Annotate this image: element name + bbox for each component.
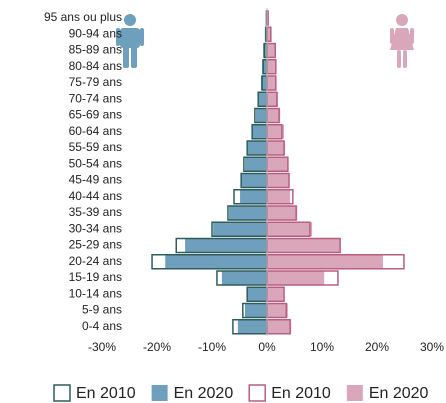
legend-swatch (53, 384, 71, 402)
bar (267, 141, 286, 155)
y-tick-label: 15-19 ans (69, 270, 122, 284)
bar (267, 189, 291, 204)
bar (267, 108, 281, 123)
y-tick-label: 65-69 ans (69, 108, 122, 122)
bar (267, 206, 298, 220)
bar (237, 319, 267, 334)
legend-label: En 2010 (271, 385, 331, 402)
x-tick-label: -20% (143, 340, 171, 354)
legend-label: En 2020 (369, 385, 429, 402)
bar (221, 271, 267, 285)
bar (267, 271, 325, 285)
x-tick-label: 20% (365, 340, 389, 354)
legend-label: En 2020 (174, 385, 234, 402)
y-tick-label: 30-34 ans (69, 221, 122, 235)
y-tick-label: 60-64 ans (69, 124, 122, 138)
bar (267, 173, 289, 188)
bar (267, 59, 276, 74)
male-icon (116, 14, 144, 68)
x-tick-label: -30% (88, 340, 116, 354)
bar (245, 303, 267, 318)
y-tick-label: 35-39 ans (69, 205, 122, 219)
y-tick-label: 80-84 ans (69, 59, 122, 73)
legend-swatch (151, 385, 168, 401)
legend-label: En 2010 (76, 385, 136, 402)
y-tick-label: 90-94 ans (69, 26, 122, 40)
bar (267, 254, 384, 269)
bar (267, 124, 285, 139)
bar (262, 59, 267, 74)
bar (267, 319, 292, 334)
bar (256, 108, 267, 123)
y-tick-label: 5-9 ans (82, 303, 122, 317)
x-tick-label: -10% (198, 340, 226, 354)
x-tick-label: 10% (310, 340, 334, 354)
bar (267, 222, 313, 237)
y-tick-label: 10-14 ans (69, 286, 122, 300)
bar (267, 76, 276, 90)
bar (247, 141, 267, 155)
bar (241, 173, 267, 188)
y-tick-label: 0-4 ans (82, 319, 122, 333)
x-tick-label: 30% (420, 340, 444, 354)
legend-swatch (248, 384, 266, 402)
bar (260, 76, 267, 90)
y-tick-label: 85-89 ans (69, 43, 122, 57)
bar (185, 238, 267, 253)
bar (258, 92, 267, 107)
y-tick-label: 95 ans ou plus (44, 10, 122, 24)
bar (245, 157, 267, 172)
y-tick-label: 55-59 ans (69, 140, 122, 154)
bar (267, 43, 276, 58)
bar (267, 157, 288, 172)
y-tick-label: 50-54 ans (69, 156, 122, 170)
bar (263, 43, 267, 58)
bar (267, 287, 285, 302)
legend-swatch (346, 385, 363, 401)
bar (240, 189, 267, 204)
y-tick-label: 40-44 ans (69, 189, 122, 203)
bar (267, 303, 288, 318)
y-tick-label: 45-49 ans (69, 173, 122, 187)
bar (267, 27, 271, 42)
bar (267, 92, 278, 107)
bar (229, 206, 267, 220)
y-tick-label: 20-24 ans (69, 254, 122, 268)
bar (247, 287, 267, 302)
y-tick-label: 70-74 ans (69, 91, 122, 105)
female-icon (390, 14, 414, 68)
bar (267, 238, 341, 253)
bar (165, 254, 267, 269)
bar (252, 124, 267, 139)
y-tick-label: 25-29 ans (69, 238, 122, 252)
bar (213, 222, 267, 237)
y-tick-label: 75-79 ans (69, 75, 122, 89)
x-tick-label: 0% (258, 340, 276, 354)
